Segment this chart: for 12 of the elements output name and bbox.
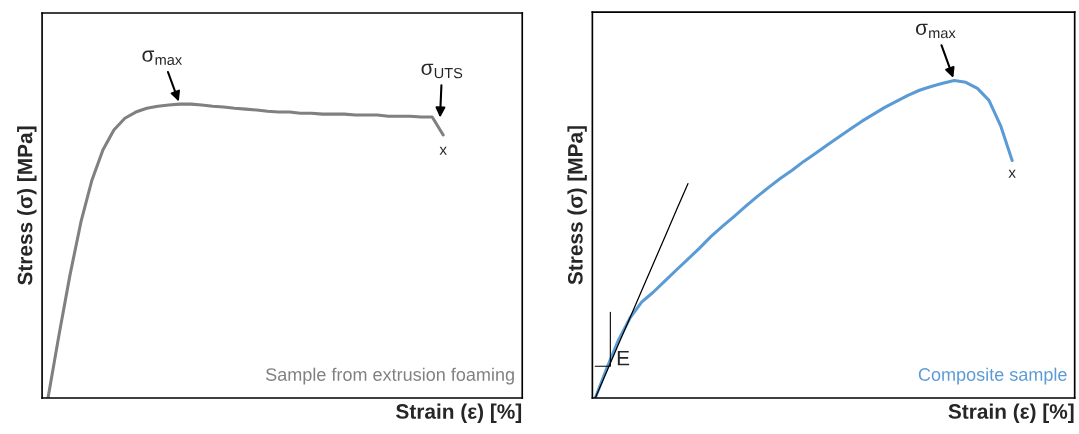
y-axis-title: Stress (σ) [MPa] [17, 126, 37, 285]
annotation: Composite sample [918, 367, 1067, 385]
text: σ$_{UTS}$ [421, 63, 463, 79]
annotation: Sample from extrusion foaming [265, 367, 514, 385]
annotation: x [1008, 169, 1016, 178]
x-axis-title: Strain (ε) [%] [396, 403, 522, 423]
text: σ$_{max}$ [142, 50, 182, 65]
x-axis-title: Strain (ε) [%] [948, 403, 1074, 423]
y-axis-title: Stress (σ) [MPa] [567, 126, 587, 285]
annotation: x [439, 146, 447, 155]
annotation: E [617, 350, 630, 366]
text: σ$_{max}$ [915, 23, 956, 39]
